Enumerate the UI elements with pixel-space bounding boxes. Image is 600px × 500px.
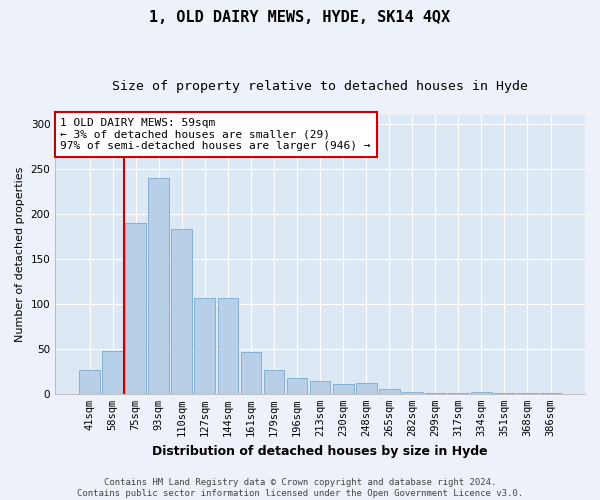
Bar: [310, 381, 331, 394]
Text: 1 OLD DAIRY MEWS: 59sqm
← 3% of detached houses are smaller (29)
97% of semi-det: 1 OLD DAIRY MEWS: 59sqm ← 3% of detached…: [61, 118, 371, 151]
Bar: [517, 393, 538, 394]
Bar: [125, 223, 146, 394]
Bar: [356, 383, 377, 394]
X-axis label: Distribution of detached houses by size in Hyde: Distribution of detached houses by size …: [152, 444, 488, 458]
Bar: [379, 390, 400, 394]
Bar: [540, 393, 561, 394]
Bar: [218, 298, 238, 394]
Bar: [172, 229, 192, 394]
Bar: [402, 392, 422, 394]
Text: Contains HM Land Registry data © Crown copyright and database right 2024.
Contai: Contains HM Land Registry data © Crown c…: [77, 478, 523, 498]
Bar: [148, 178, 169, 394]
Bar: [102, 350, 123, 394]
Bar: [448, 393, 469, 394]
Bar: [287, 378, 307, 394]
Text: 1, OLD DAIRY MEWS, HYDE, SK14 4QX: 1, OLD DAIRY MEWS, HYDE, SK14 4QX: [149, 10, 451, 25]
Bar: [333, 384, 353, 394]
Title: Size of property relative to detached houses in Hyde: Size of property relative to detached ho…: [112, 80, 528, 93]
Bar: [471, 392, 492, 394]
Bar: [425, 393, 446, 394]
Bar: [194, 298, 215, 394]
Y-axis label: Number of detached properties: Number of detached properties: [15, 166, 25, 342]
Bar: [494, 393, 515, 394]
Bar: [241, 352, 262, 394]
Bar: [263, 370, 284, 394]
Bar: [79, 370, 100, 394]
